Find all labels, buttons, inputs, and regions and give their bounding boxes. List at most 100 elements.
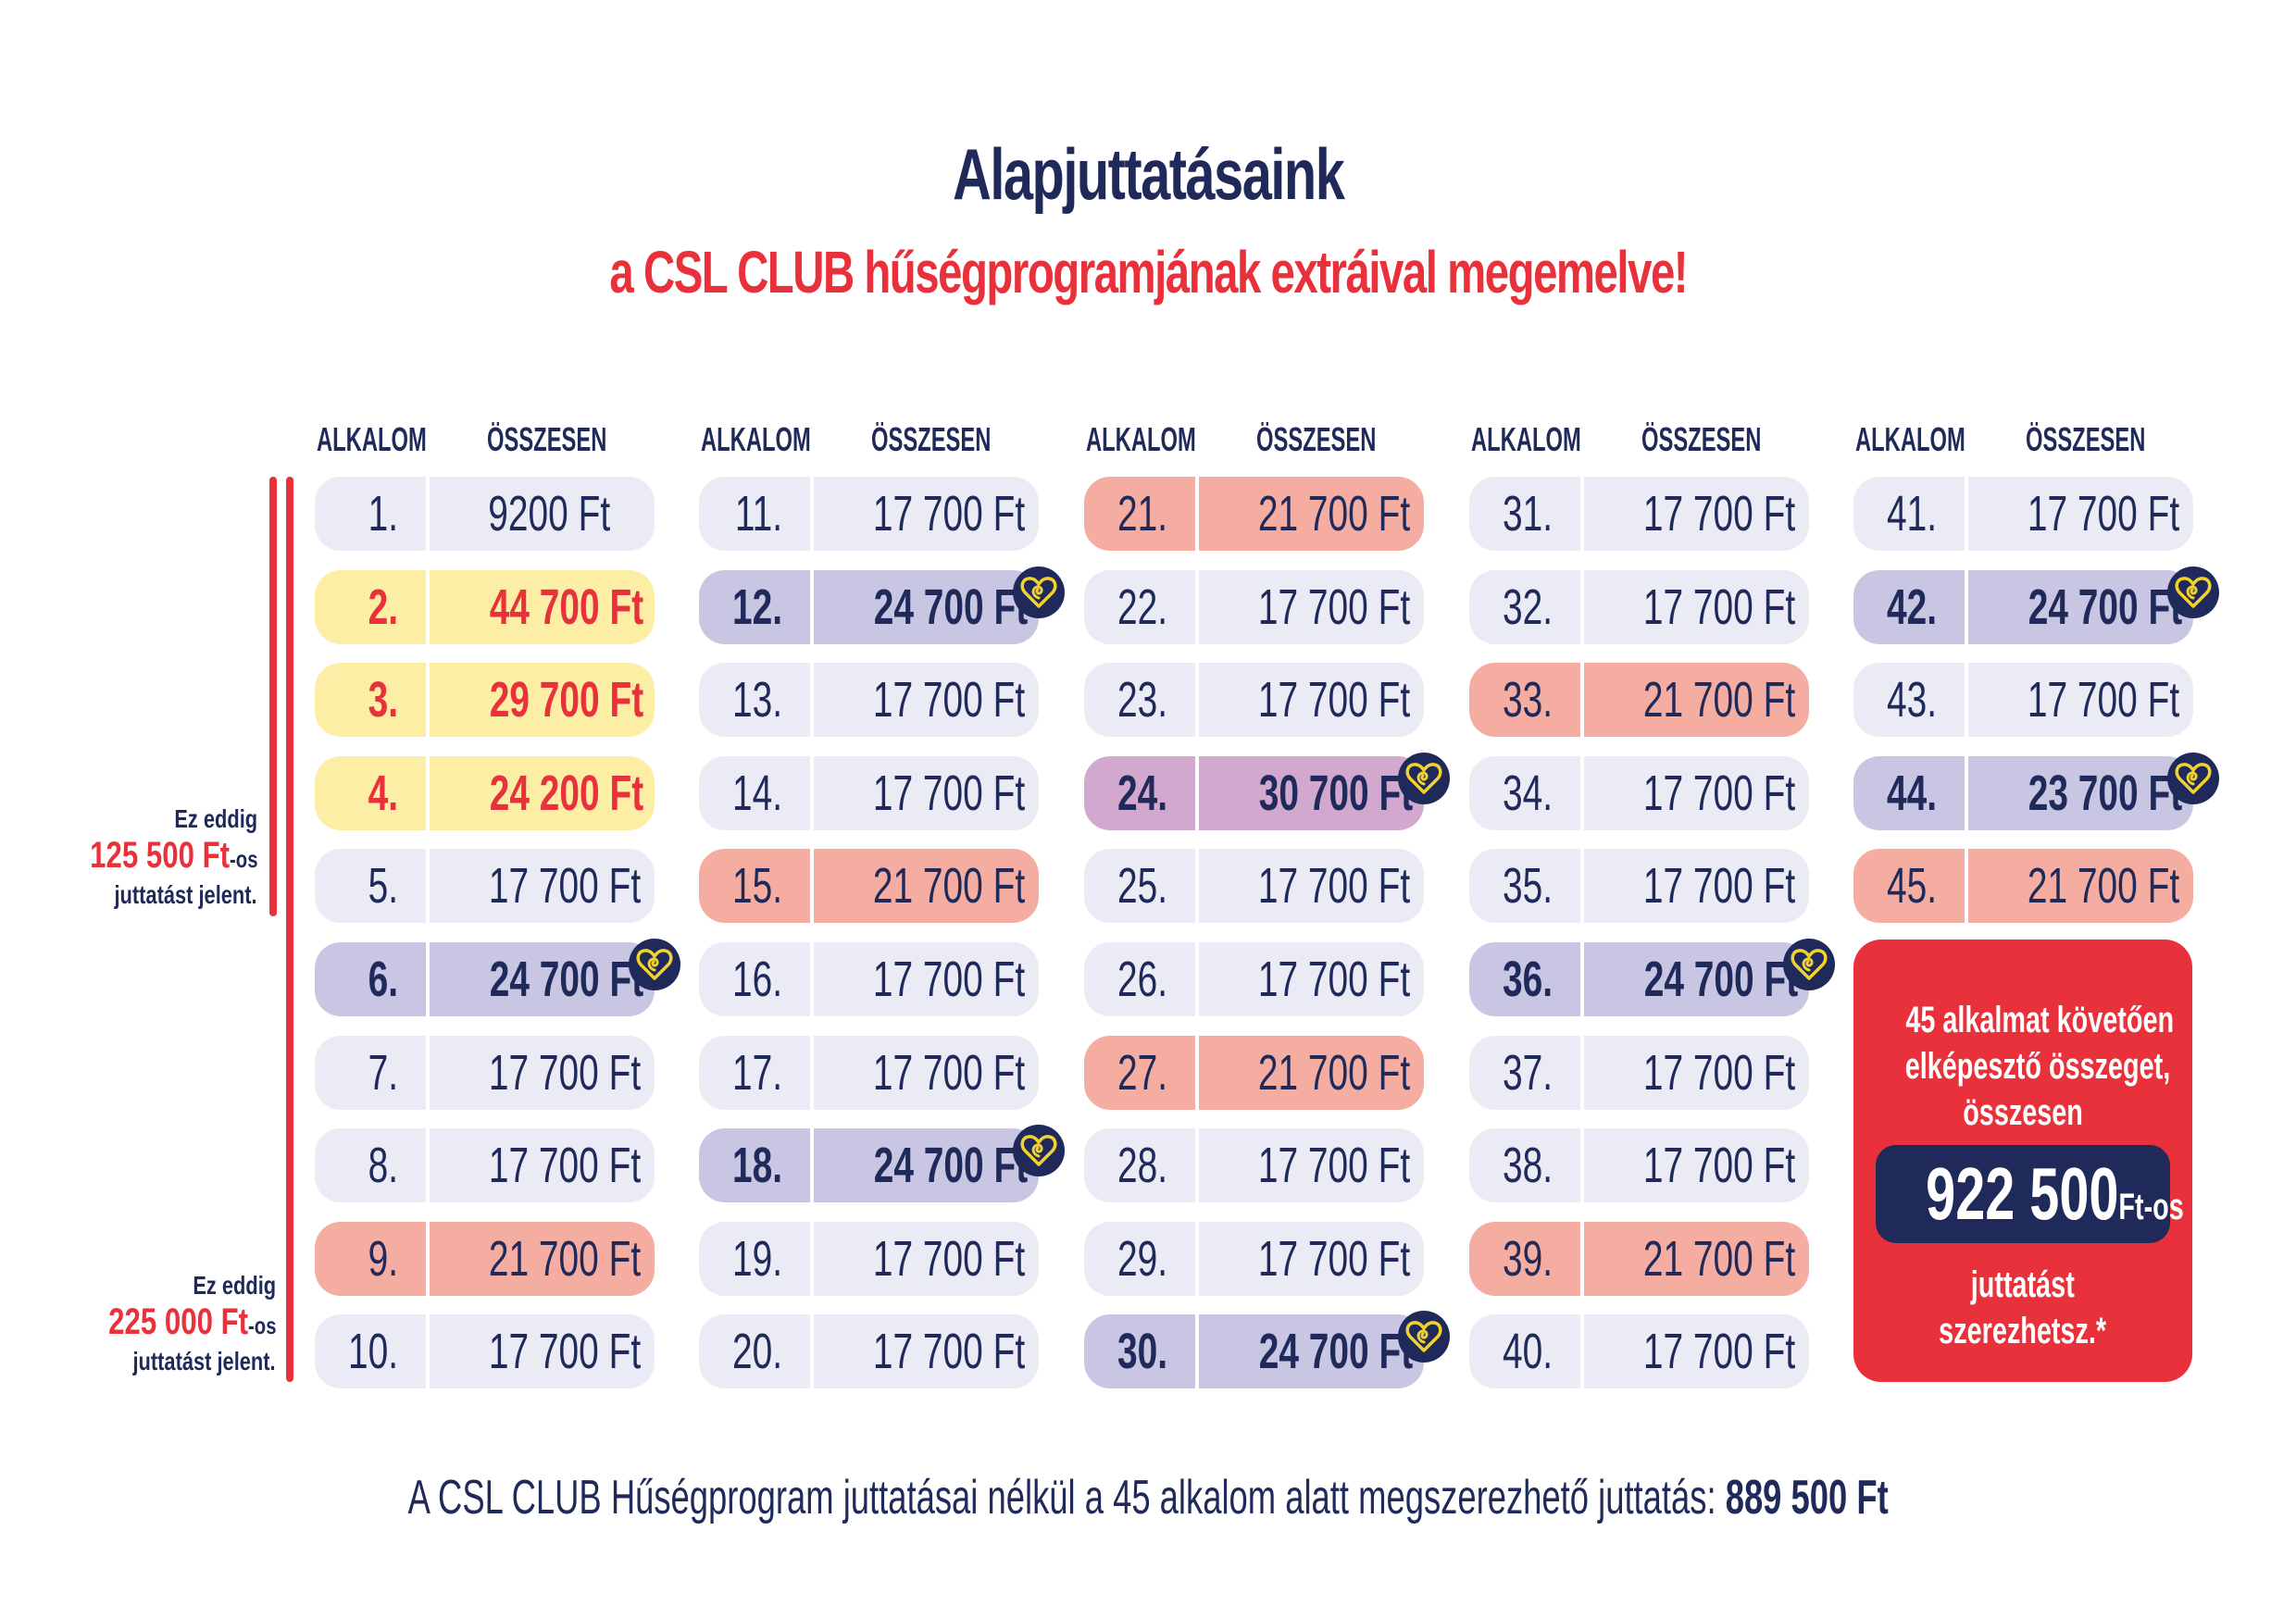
payout-amount-text: 24 700 Ft [2028, 579, 2183, 635]
occasion-number: 17. [699, 1036, 810, 1110]
payout-amount-text: 24 200 Ft [489, 765, 644, 821]
payout-amount: 24 700 Ft [1199, 1314, 1424, 1388]
footer-note: A CSL CLUB Hűségprogram juttatásai nélkü… [0, 1470, 2296, 1525]
promo-line-1: 45 alkalmat követően [1905, 1000, 2175, 1040]
payout-amount-text: 17 700 Ft [1642, 765, 1796, 821]
header-label: ALKALOM [701, 420, 811, 458]
payout-amount-text: 17 700 Ft [872, 765, 1026, 821]
header-label: ÖSSZESEN [871, 420, 992, 458]
occasion-number: 7. [315, 1036, 426, 1110]
payout-amount: 21 700 Ft [814, 849, 1039, 923]
payout-amount: 17 700 Ft [1199, 570, 1424, 644]
payout-amount-text: 17 700 Ft [872, 1324, 1026, 1379]
payout-row: 15. 21 700 Ft [699, 849, 1039, 923]
occasion-number-text: 45. [1886, 858, 1937, 914]
column-header-occasion: ALKALOM [701, 421, 867, 458]
occasion-number: 40. [1469, 1314, 1580, 1388]
payout-row: 12. 24 700 Ft [699, 566, 1065, 644]
payout-amount-text: 17 700 Ft [1642, 1138, 1796, 1193]
payout-amount-text: 30 700 Ft [1258, 765, 1414, 821]
header-label: ALKALOM [1471, 420, 1581, 458]
payout-amount: 24 700 Ft [430, 942, 655, 1016]
payout-amount: 17 700 Ft [430, 1128, 655, 1202]
occasion-number-text: 19. [731, 1231, 782, 1287]
payout-row: 2. 44 700 Ft [315, 570, 655, 644]
payout-row: 34. 17 700 Ft [1469, 756, 1809, 830]
payout-row: 40. 17 700 Ft [1469, 1314, 1809, 1388]
payout-amount: 23 700 Ft [1968, 756, 2193, 830]
payout-row: 19. 17 700 Ft [699, 1222, 1039, 1296]
loyalty-heart-icon [1013, 566, 1065, 618]
occasion-number: 27. [1084, 1036, 1195, 1110]
payout-row: 21. 21 700 Ft [1084, 477, 1424, 551]
loyalty-heart-icon [629, 939, 680, 990]
occasion-number-text: 35. [1502, 858, 1553, 914]
occasion-number: 19. [699, 1222, 810, 1296]
payout-amount: 21 700 Ft [1584, 663, 1809, 737]
bracket-bar-1-10 [286, 477, 293, 1382]
payout-amount: 24 200 Ft [430, 756, 655, 830]
occasion-number-text: 23. [1117, 672, 1167, 728]
payout-amount-text: 44 700 Ft [489, 579, 644, 635]
payout-amount: 17 700 Ft [814, 663, 1039, 737]
occasion-number-text: 24. [1117, 765, 1167, 821]
payout-amount: 44 700 Ft [430, 570, 655, 644]
payout-amount-text: 21 700 Ft [1257, 486, 1411, 541]
payout-amount-text: 17 700 Ft [1257, 672, 1411, 728]
payout-amount: 21 700 Ft [1584, 1222, 1809, 1296]
header-label: ÖSSZESEN [1256, 420, 1377, 458]
payout-amount-text: 17 700 Ft [1642, 858, 1796, 914]
payout-row: 16. 17 700 Ft [699, 942, 1039, 1016]
occasion-number: 16. [699, 942, 810, 1016]
payout-amount: 17 700 Ft [814, 1036, 1039, 1110]
payout-amount: 29 700 Ft [430, 663, 655, 737]
occasion-number: 3. [315, 663, 426, 737]
payout-amount: 17 700 Ft [1199, 849, 1424, 923]
side-note-amount: 225 000 Ft [107, 1301, 248, 1342]
payout-amount-text: 17 700 Ft [1257, 579, 1411, 635]
payout-amount-text: 9200 Ft [488, 486, 610, 541]
payout-amount: 21 700 Ft [1199, 1036, 1424, 1110]
payout-amount-text: 17 700 Ft [1642, 486, 1796, 541]
promo-line-3: összesen [1963, 1092, 2083, 1133]
occasion-number-text: 42. [1886, 579, 1937, 635]
loyalty-heart-icon [1013, 1125, 1065, 1176]
payout-amount: 21 700 Ft [1199, 477, 1424, 551]
payout-amount: 17 700 Ft [1199, 663, 1424, 737]
payout-row: 33. 21 700 Ft [1469, 663, 1809, 737]
payout-amount: 17 700 Ft [1584, 1128, 1809, 1202]
payout-amount-text: 24 700 Ft [1258, 1324, 1414, 1379]
loyalty-heart-icon [1783, 939, 1835, 990]
payout-row: 27. 21 700 Ft [1084, 1036, 1424, 1110]
occasion-number-text: 10. [347, 1324, 398, 1379]
title-line-1: Alapjuttatásaink [952, 133, 1345, 215]
payout-row: 43. 17 700 Ft [1853, 663, 2193, 737]
payout-amount-text: 21 700 Ft [488, 1231, 642, 1287]
occasion-number-text: 18. [731, 1138, 782, 1193]
loyalty-heart-icon [1398, 1311, 1450, 1363]
header-label: ALKALOM [1086, 420, 1196, 458]
promo-total-pill: 922 500Ft-os [1876, 1145, 2184, 1243]
occasion-number-text: 34. [1502, 765, 1553, 821]
occasion-number-text: 44. [1886, 765, 1937, 821]
occasion-number: 37. [1469, 1036, 1580, 1110]
occasion-number: 33. [1469, 663, 1580, 737]
side-note-amount: 125 500 Ft [89, 835, 230, 876]
column-header-occasion: ALKALOM [1086, 421, 1253, 458]
occasion-number-text: 26. [1117, 952, 1167, 1007]
payout-amount-text: 17 700 Ft [1642, 1324, 1796, 1379]
payout-amount: 17 700 Ft [1584, 477, 1809, 551]
payout-row: 6. 24 700 Ft [315, 939, 680, 1016]
promo-total-amount: 922 500 [1926, 1152, 2119, 1235]
occasion-number: 32. [1469, 570, 1580, 644]
occasion-number-text: 31. [1502, 486, 1553, 541]
occasion-number-text: 1. [368, 486, 398, 541]
payout-row: 24. 30 700 Ft [1084, 753, 1450, 830]
payout-row: 44. 23 700 Ft [1853, 753, 2219, 830]
column-header-occasion: ALKALOM [317, 421, 483, 458]
payout-row: 4. 24 200 Ft [315, 756, 655, 830]
payout-amount-text: 21 700 Ft [872, 858, 1026, 914]
payout-amount: 17 700 Ft [1199, 1128, 1424, 1202]
payout-amount-text: 17 700 Ft [1257, 858, 1411, 914]
occasion-number-text: 43. [1886, 672, 1937, 728]
